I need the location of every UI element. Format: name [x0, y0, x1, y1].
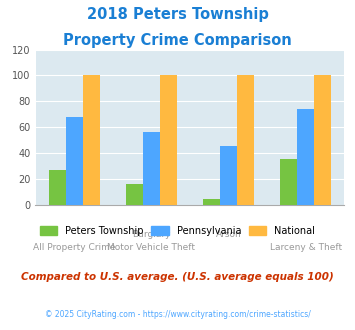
- Text: © 2025 CityRating.com - https://www.cityrating.com/crime-statistics/: © 2025 CityRating.com - https://www.city…: [45, 310, 310, 319]
- Text: All Property Crime: All Property Crime: [33, 244, 115, 252]
- Bar: [280, 159, 297, 205]
- Bar: [203, 199, 220, 205]
- Bar: [126, 184, 143, 205]
- Text: Compared to U.S. average. (U.S. average equals 100): Compared to U.S. average. (U.S. average …: [21, 272, 334, 282]
- Bar: [237, 75, 254, 205]
- Text: Property Crime Comparison: Property Crime Comparison: [63, 33, 292, 48]
- Bar: [160, 75, 177, 205]
- Bar: [66, 117, 83, 205]
- Bar: [297, 109, 314, 205]
- Text: 2018 Peters Township: 2018 Peters Township: [87, 7, 268, 21]
- Text: Motor Vehicle Theft: Motor Vehicle Theft: [107, 244, 195, 252]
- Bar: [314, 75, 331, 205]
- Text: Burglary: Burglary: [132, 230, 170, 239]
- Legend: Peters Township, Pennsylvania, National: Peters Township, Pennsylvania, National: [40, 226, 315, 236]
- Bar: [49, 170, 66, 205]
- Bar: [220, 147, 237, 205]
- Bar: [83, 75, 100, 205]
- Text: Arson: Arson: [215, 230, 241, 239]
- Bar: [143, 132, 160, 205]
- Text: Larceny & Theft: Larceny & Theft: [270, 244, 342, 252]
